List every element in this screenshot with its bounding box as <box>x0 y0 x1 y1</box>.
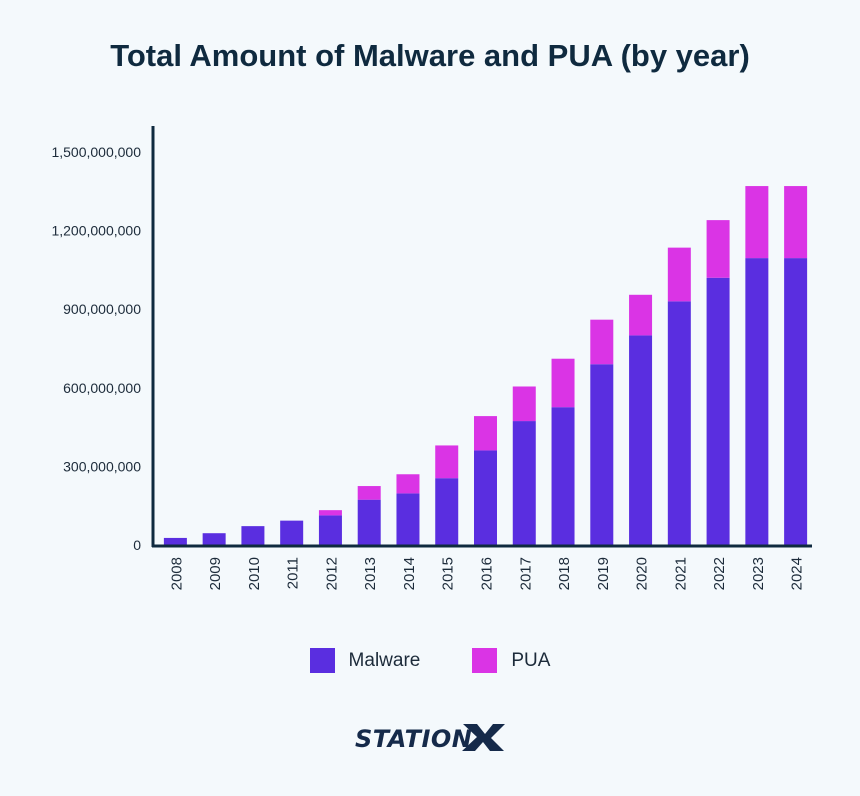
stationx-logo-mark: STATION <box>355 724 505 753</box>
y-tick-label: 0 <box>133 537 141 553</box>
legend: Malware PUA <box>0 648 860 673</box>
bar-malware <box>667 301 691 545</box>
bar-malware <box>706 277 730 545</box>
bar-malware <box>202 533 226 545</box>
x-tick-label: 2021 <box>672 557 689 590</box>
bar-pua <box>667 247 691 302</box>
x-tick-label: 2012 <box>323 557 340 590</box>
x-tick-label: 2024 <box>789 557 806 590</box>
bar-malware <box>551 407 575 545</box>
bar-malware <box>241 526 265 545</box>
bar-pua <box>706 220 730 278</box>
legend-item-malware: Malware <box>309 648 421 673</box>
bar-pua <box>435 445 459 479</box>
x-tick-label: 2018 <box>556 557 573 590</box>
y-tick-label: 600,000,000 <box>63 380 141 396</box>
bar-malware <box>745 258 769 545</box>
bar-malware <box>318 515 342 545</box>
x-tick-label: 2017 <box>517 557 534 590</box>
bar-malware <box>784 258 808 545</box>
bar-malware <box>280 520 304 545</box>
bar-malware <box>629 335 653 545</box>
bar-malware <box>512 421 536 545</box>
x-tick-label: 2013 <box>362 557 379 590</box>
x-tick-label: 2009 <box>207 557 224 590</box>
bar-malware <box>435 478 459 545</box>
chart-title: Total Amount of Malware and PUA (by year… <box>110 38 750 73</box>
bar-pua <box>784 186 808 259</box>
x-tick-label: 2010 <box>246 557 263 590</box>
bar-pua <box>551 358 575 408</box>
bar-malware <box>163 537 187 545</box>
y-tick-label: 1,500,000,000 <box>51 144 141 160</box>
y-tick-label: 300,000,000 <box>63 458 141 474</box>
x-tick-label: 2019 <box>595 557 612 590</box>
legend-swatch-malware <box>309 648 335 673</box>
bar-pua <box>512 386 536 422</box>
x-tick-label: 2022 <box>711 557 728 590</box>
bar-pua <box>629 294 653 336</box>
bar-malware <box>590 364 614 545</box>
bar-malware <box>474 450 497 545</box>
x-tick-label: 2016 <box>479 557 496 590</box>
legend-item-pua: PUA <box>472 648 550 673</box>
bar-pua <box>745 186 769 259</box>
bar-malware <box>396 493 420 545</box>
legend-label-malware: Malware <box>348 649 421 671</box>
stationx-logo: STATION <box>0 720 860 754</box>
legend-swatch-pua <box>472 648 498 673</box>
y-tick-label: 1,200,000,000 <box>51 223 141 239</box>
bar-pua <box>318 510 342 516</box>
x-tick-label: 2015 <box>440 557 457 590</box>
x-tick-label: 2008 <box>168 557 185 590</box>
x-tick-label: 2014 <box>401 557 418 590</box>
y-tick-label: 900,000,000 <box>63 301 141 317</box>
logo-x-mark <box>462 724 505 751</box>
legend-label-pua: PUA <box>511 649 551 671</box>
x-tick-label: 2023 <box>750 557 767 590</box>
x-tick-label: 2020 <box>634 557 651 590</box>
bar-pua <box>474 416 497 451</box>
bar-pua <box>590 319 614 365</box>
bar-malware <box>357 499 381 545</box>
x-tick-label: 2011 <box>285 557 302 589</box>
bar-pua <box>357 486 381 500</box>
bar-pua <box>396 474 420 494</box>
logo-text: STATION <box>355 725 472 753</box>
